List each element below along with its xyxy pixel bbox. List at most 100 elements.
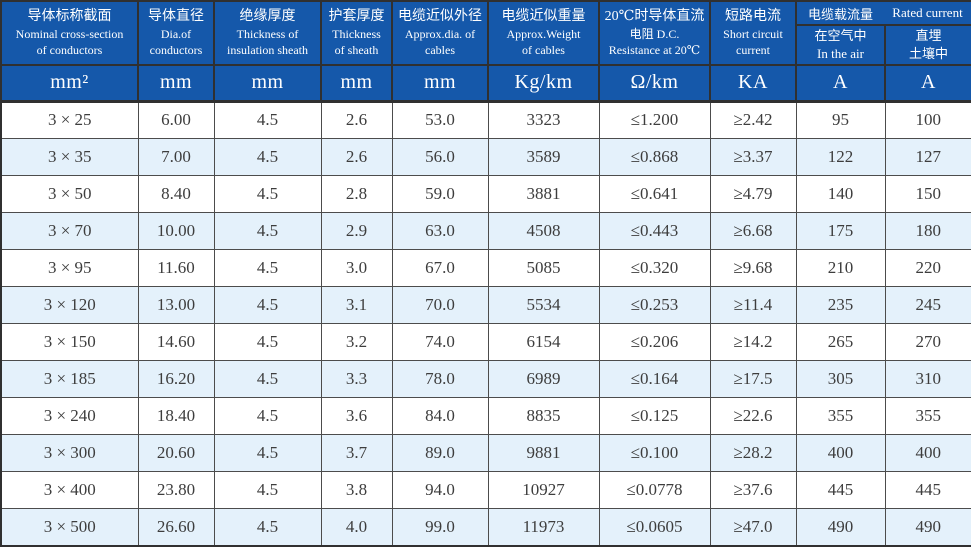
unit-conductor-diameter: mm <box>137 64 215 103</box>
cell-conductor-diameter: 13.00 <box>137 285 215 324</box>
cell-sheath-thickness: 4.0 <box>320 508 393 547</box>
cell-insulation-thickness: 4.5 <box>213 397 322 436</box>
cell-short-circuit-current: ≥47.0 <box>709 508 797 547</box>
cell-approx-weight: 3881 <box>487 174 600 213</box>
cell-current-in-air: 490 <box>795 508 886 547</box>
cell-short-circuit-current: ≥3.37 <box>709 137 797 176</box>
cell-conductor-diameter: 20.60 <box>137 434 215 473</box>
col-header-dc-resistance-zh: 20℃时导体直流 <box>604 8 705 24</box>
cell-sheath-thickness: 3.6 <box>320 397 393 436</box>
col-header-conductor-diameter: 导体直径 Dia.of conductors <box>137 0 215 66</box>
table-row: 3 × 400 23.80 4.5 3.8 94.0 10927 ≤0.0778 ≥37.6 4… <box>0 471 971 510</box>
cell-short-circuit-current: ≥28.2 <box>709 434 797 473</box>
cell-dc-resistance: ≤0.443 <box>598 211 711 250</box>
cell-approx-diameter: 78.0 <box>391 360 489 399</box>
cell-current-buried: 400 <box>884 434 971 473</box>
cell-insulation-thickness: 4.5 <box>213 100 322 139</box>
cell-insulation-thickness: 4.5 <box>213 211 322 250</box>
cell-sheath-thickness: 3.0 <box>320 248 393 287</box>
col-header-approx-weight-zh: 电缆近似重量 <box>501 8 586 24</box>
cell-dc-resistance: ≤0.641 <box>598 174 711 213</box>
cell-approx-weight: 11973 <box>487 508 600 547</box>
unit-approx-diameter: mm <box>391 64 489 103</box>
cell-short-circuit-current: ≥6.68 <box>709 211 797 250</box>
col-header-dc-resistance-en: 电阻 D.C. Resistance at 20℃ <box>608 26 701 58</box>
cell-insulation-thickness: 4.5 <box>213 137 322 176</box>
cell-cross-section: 3 × 240 <box>0 397 139 436</box>
cell-approx-diameter: 84.0 <box>391 397 489 436</box>
cell-cross-section: 3 × 35 <box>0 137 139 176</box>
cell-dc-resistance: ≤0.253 <box>598 285 711 324</box>
col-header-current-buried-en: 土壤中 <box>908 45 948 61</box>
col-header-insulation-thickness: 绝缘厚度 Thickness of insulation sheath <box>213 0 322 66</box>
cell-current-buried: 150 <box>884 174 971 213</box>
unit-dc-resistance: Ω/km <box>598 64 711 103</box>
cell-short-circuit-current: ≥14.2 <box>709 322 797 362</box>
cell-approx-diameter: 70.0 <box>391 285 489 324</box>
cell-insulation-thickness: 4.5 <box>213 285 322 324</box>
cell-cross-section: 3 × 400 <box>0 471 139 510</box>
cell-dc-resistance: ≤0.125 <box>598 397 711 436</box>
cell-dc-resistance: ≤1.200 <box>598 100 711 139</box>
cell-cross-section: 3 × 95 <box>0 248 139 287</box>
col-header-insulation-thickness-en: Thickness of insulation sheath <box>227 26 308 58</box>
table-row: 3 × 70 10.00 4.5 2.9 63.0 4508 ≤0.443 ≥6.68 175 1… <box>0 211 971 250</box>
cell-current-in-air: 355 <box>795 397 886 436</box>
cell-sheath-thickness: 2.6 <box>320 137 393 176</box>
col-header-insulation-thickness-zh: 绝缘厚度 <box>239 8 296 24</box>
cell-current-buried: 310 <box>884 360 971 399</box>
cell-sheath-thickness: 2.8 <box>320 174 393 213</box>
cell-insulation-thickness: 4.5 <box>213 360 322 399</box>
cell-conductor-diameter: 10.00 <box>137 211 215 250</box>
cell-short-circuit-current: ≥22.6 <box>709 397 797 436</box>
cell-cross-section: 3 × 50 <box>0 174 139 213</box>
cell-insulation-thickness: 4.5 <box>213 434 322 473</box>
cell-cross-section: 3 × 500 <box>0 508 139 547</box>
col-header-short-circuit-current-en: Short circuit current <box>723 26 783 58</box>
unit-insulation-thickness: mm <box>213 64 322 103</box>
col-header-sheath-thickness: 护套厚度 Thickness of sheath <box>320 0 393 66</box>
table-row: 3 × 240 18.40 4.5 3.6 84.0 8835 ≤0.125 ≥22.6 355… <box>0 397 971 436</box>
cell-approx-weight: 5534 <box>487 285 600 324</box>
cell-approx-diameter: 53.0 <box>391 100 489 139</box>
col-header-approx-weight: 电缆近似重量 Approx.Weight of cables <box>487 0 600 66</box>
col-header-cross-section-zh: 导体标称截面 <box>27 8 112 24</box>
unit-cross-section: mm² <box>0 64 139 103</box>
cell-approx-weight: 3589 <box>487 137 600 176</box>
cell-current-in-air: 400 <box>795 434 886 473</box>
cell-current-buried: 445 <box>884 471 971 510</box>
cell-current-in-air: 95 <box>795 100 886 139</box>
col-header-short-circuit-current: 短路电流 Short circuit current <box>709 0 797 66</box>
col-header-dc-resistance: 20℃时导体直流 电阻 D.C. Resistance at 20℃ <box>598 0 711 66</box>
cell-current-buried: 220 <box>884 248 971 287</box>
cell-sheath-thickness: 2.6 <box>320 100 393 139</box>
col-header-conductor-diameter-zh: 导体直径 <box>148 8 204 24</box>
table-row: 3 × 120 13.00 4.5 3.1 70.0 5534 ≤0.253 ≥11.4 235… <box>0 285 971 324</box>
cell-dc-resistance: ≤0.320 <box>598 248 711 287</box>
cell-conductor-diameter: 18.40 <box>137 397 215 436</box>
col-header-sheath-thickness-en: Thickness of sheath <box>332 26 381 58</box>
header-title-row: 导体标称截面 Nominal cross-section of conducto… <box>0 0 971 66</box>
cell-approx-weight: 5085 <box>487 248 600 287</box>
cell-insulation-thickness: 4.5 <box>213 471 322 510</box>
cell-sheath-thickness: 3.8 <box>320 471 393 510</box>
cell-current-in-air: 175 <box>795 211 886 250</box>
cell-sheath-thickness: 3.2 <box>320 322 393 362</box>
table-row: 3 × 500 26.60 4.5 4.0 99.0 11973 ≤0.0605 ≥47.0 4… <box>0 508 971 547</box>
cell-conductor-diameter: 16.20 <box>137 360 215 399</box>
col-header-current-in-air-zh: 在空气中 <box>814 27 867 43</box>
cell-approx-diameter: 63.0 <box>391 211 489 250</box>
col-header-rated-current-group: 电缆载流量 Rated current <box>795 0 971 26</box>
cell-short-circuit-current: ≥9.68 <box>709 248 797 287</box>
unit-approx-weight: Kg/km <box>487 64 600 103</box>
cell-current-buried: 355 <box>884 397 971 436</box>
col-header-current-in-air-en: In the air <box>817 45 864 61</box>
cell-approx-diameter: 89.0 <box>391 434 489 473</box>
cell-cross-section: 3 × 120 <box>0 285 139 324</box>
cell-dc-resistance: ≤0.0778 <box>598 471 711 510</box>
col-header-current-buried-zh: 直埋 <box>915 27 942 43</box>
cell-conductor-diameter: 26.60 <box>137 508 215 547</box>
cell-insulation-thickness: 4.5 <box>213 174 322 213</box>
cell-conductor-diameter: 6.00 <box>137 100 215 139</box>
